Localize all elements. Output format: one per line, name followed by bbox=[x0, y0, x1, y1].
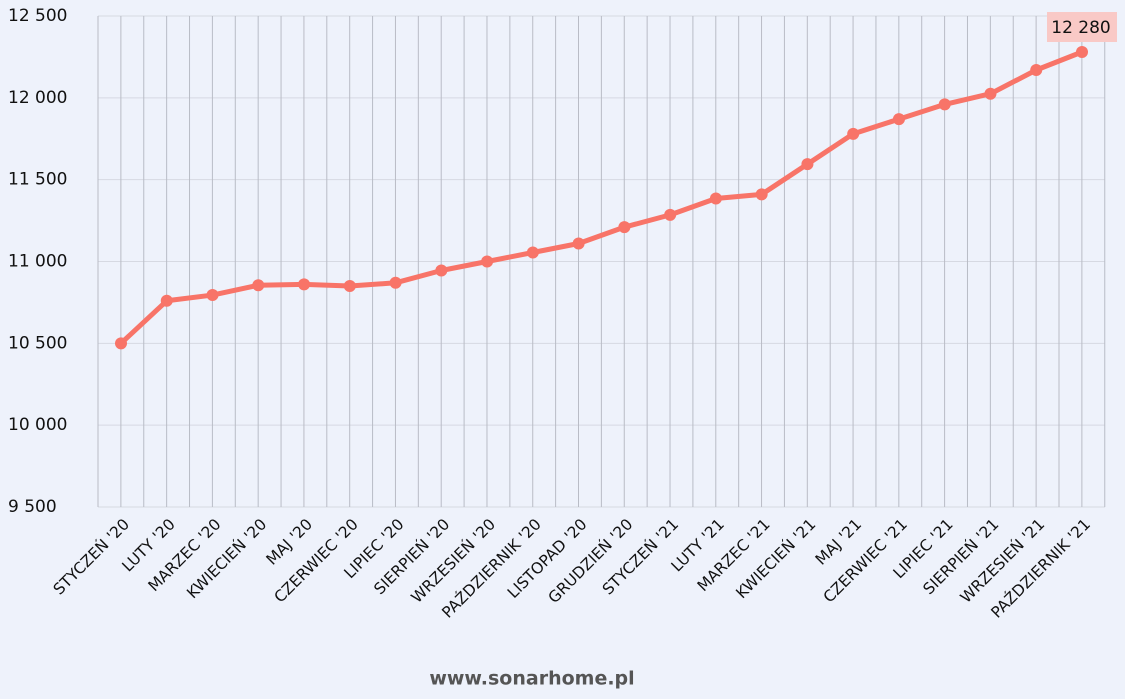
y-tick-label: 11 000 bbox=[8, 252, 67, 272]
x-tick-label: KWIECIEŃ '21 bbox=[732, 515, 820, 603]
point bbox=[298, 278, 311, 291]
y-tick-label: 10 500 bbox=[8, 333, 67, 353]
point bbox=[343, 280, 356, 293]
point bbox=[984, 87, 997, 100]
point bbox=[892, 113, 905, 126]
point bbox=[115, 337, 127, 350]
point bbox=[572, 237, 585, 250]
point bbox=[160, 294, 173, 307]
x-tick-label: WRZESIEŃ '20 bbox=[407, 515, 499, 607]
y-tick-label: 12 500 bbox=[8, 6, 67, 26]
x-tick-label: KWIECIEŃ '20 bbox=[183, 515, 271, 603]
point bbox=[481, 255, 494, 268]
y-tick-label: 12 000 bbox=[8, 88, 67, 108]
point bbox=[664, 208, 677, 221]
point bbox=[389, 276, 402, 289]
x-tick-label: LISTOPAD '20 bbox=[504, 515, 591, 602]
point bbox=[847, 127, 860, 140]
y-tick-label: 9 500 bbox=[8, 497, 57, 517]
y-tick-label: 11 500 bbox=[8, 170, 67, 190]
point bbox=[435, 264, 448, 277]
grid bbox=[97, 15, 1106, 508]
point bbox=[755, 188, 768, 201]
line bbox=[119, 49, 1083, 346]
value-label-bg bbox=[1047, 12, 1117, 43]
point bbox=[1076, 46, 1088, 59]
point bbox=[709, 192, 722, 205]
footer: www.sonarhome.pl bbox=[429, 668, 634, 690]
x-tick-label: WRZESIEŃ '21 bbox=[956, 515, 1048, 607]
point bbox=[938, 98, 951, 111]
x-tick-label: STYCZEŃ '20 bbox=[49, 515, 133, 599]
value-label: 12 280 bbox=[1051, 18, 1110, 38]
point bbox=[252, 279, 265, 292]
point bbox=[206, 289, 219, 302]
y-tick-label: 10 000 bbox=[8, 415, 67, 435]
point bbox=[801, 158, 814, 171]
point bbox=[526, 246, 539, 259]
point bbox=[618, 221, 631, 234]
x-tick-label: GRUDZIEŃ '20 bbox=[544, 515, 636, 607]
point bbox=[1030, 64, 1043, 77]
